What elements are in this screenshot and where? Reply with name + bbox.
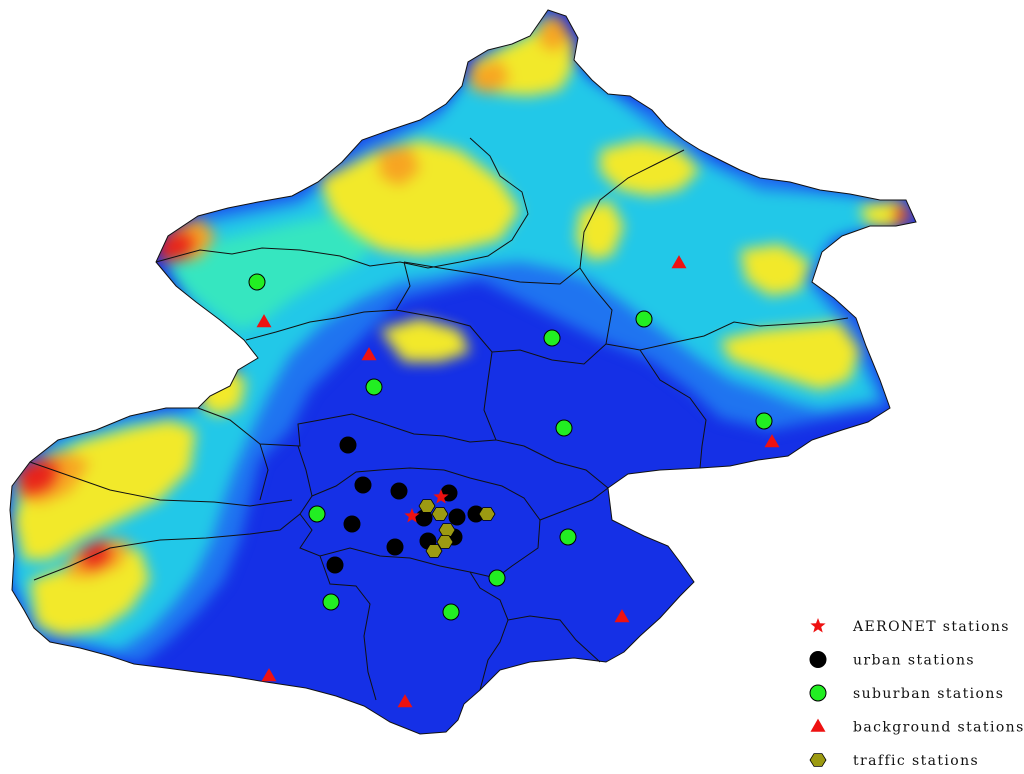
station-marker	[386, 538, 404, 556]
station-marker	[339, 436, 357, 454]
station-marker	[433, 489, 449, 504]
station-marker	[810, 718, 826, 732]
legend-item-aeronet: AERONET stations	[810, 618, 1010, 635]
station-marker	[543, 329, 561, 347]
legend-item-traffic: traffic stations	[809, 753, 979, 769]
legend-item-urban: urban stations	[809, 651, 975, 669]
station-marker	[322, 593, 340, 611]
station-marker	[248, 273, 266, 291]
station-marker	[448, 508, 466, 526]
station-marker	[326, 556, 344, 574]
district-boundaries	[29, 137, 849, 701]
station-marker	[390, 482, 408, 500]
elevation-layers	[10, 10, 915, 664]
station-marker	[488, 569, 506, 587]
station-marker	[809, 753, 827, 767]
legend-item-suburban: suburban stations	[809, 684, 1004, 702]
legend-label: background stations	[853, 720, 1024, 736]
station-marker	[404, 508, 420, 523]
station-marker	[418, 499, 436, 513]
suburban-stations	[248, 273, 773, 621]
legend: AERONET stations urban stations suburban s…	[809, 618, 1024, 769]
legend-item-background: background stations	[810, 718, 1024, 736]
station-marker	[809, 684, 827, 702]
aeronet-stations	[404, 489, 449, 523]
station-marker	[397, 694, 413, 708]
station-marker	[810, 618, 826, 633]
station-marker	[442, 603, 460, 621]
station-marker	[361, 347, 377, 361]
legend-label: urban stations	[853, 653, 975, 669]
station-marker	[635, 310, 653, 328]
station-marker	[308, 505, 326, 523]
station-marker	[555, 419, 573, 437]
station-marker	[343, 515, 361, 533]
station-marker	[354, 476, 372, 494]
station-marker	[671, 255, 687, 269]
station-marker	[764, 434, 780, 448]
station-marker	[261, 668, 277, 682]
station-marker	[614, 609, 630, 623]
station-marker	[431, 507, 449, 521]
traffic-stations	[418, 499, 496, 558]
station-marker	[365, 378, 383, 396]
station-marker	[755, 412, 773, 430]
background-stations	[256, 255, 780, 708]
station-marker	[809, 651, 827, 668]
station-marker	[425, 544, 443, 558]
station-marker	[436, 535, 454, 549]
station-marker	[256, 314, 272, 328]
legend-label: traffic stations	[853, 753, 979, 769]
legend-label: AERONET stations	[852, 619, 1010, 635]
station-marker	[478, 507, 496, 521]
station-marker	[559, 528, 577, 546]
station-marker	[438, 523, 456, 537]
legend-label: suburban stations	[853, 686, 1004, 702]
